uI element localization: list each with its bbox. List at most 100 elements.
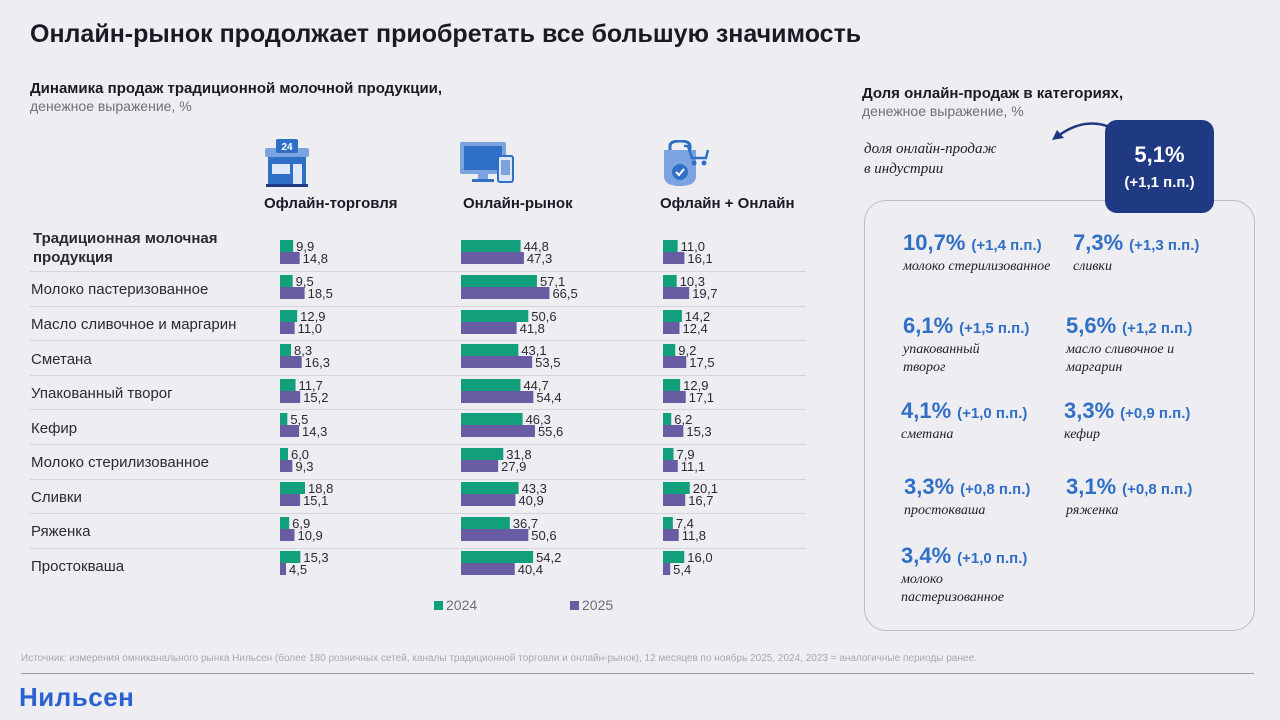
bar-2025	[280, 529, 295, 541]
bar-2024	[663, 344, 676, 356]
right-section-title: Доля онлайн-продаж в категориях,	[862, 85, 1124, 102]
bar-2024	[280, 310, 298, 322]
bar-value-label: 9,9	[296, 239, 314, 254]
row-label-total: Традиционная молочная продукция	[33, 230, 218, 266]
bar-2025	[461, 460, 499, 472]
bar-value-label: 6,0	[291, 447, 309, 462]
share-item: 3,3% (+0,8 п.п.) простокваша	[904, 474, 1074, 520]
bar-value-label: 12,9	[683, 378, 708, 393]
bar-value-label: 5,5	[290, 412, 308, 427]
bar-2024	[280, 448, 288, 460]
share-category: кефир	[1064, 427, 1101, 442]
bar-value-label: 41,8	[520, 321, 545, 336]
bar-2025	[663, 494, 686, 506]
column-header-offline: Офлайн-торговля	[264, 195, 398, 212]
row-separator	[30, 306, 806, 307]
row-separator	[30, 548, 806, 549]
bar-value-label: 40,4	[518, 562, 543, 577]
bar-value-label: 16,0	[687, 550, 712, 565]
bar-value-label: 8,3	[294, 343, 312, 358]
bar-value-label: 36,7	[513, 516, 538, 531]
shopping-bag-cart-icon	[660, 139, 710, 193]
share-change: (+1,2 п.п.)	[1122, 320, 1193, 337]
bar-value-label: 6,9	[292, 516, 310, 531]
bar-value-label: 9,3	[295, 459, 313, 474]
share-category: простокваша	[904, 503, 986, 518]
share-item: 5,6% (+1,2 п.п.) масло сливочное и маргар…	[1066, 313, 1206, 377]
bar-2025	[280, 252, 300, 264]
bar-value-label: 43,1	[521, 343, 546, 358]
row-label: Простокваша	[31, 558, 125, 575]
share-item: 6,1% (+1,5 п.п.) упакованный творог	[903, 313, 1029, 377]
bar-value-label: 27,9	[501, 459, 526, 474]
legend-item-2024: 2024	[434, 597, 477, 613]
bar-2024	[461, 275, 537, 287]
row-separator	[30, 409, 806, 410]
bar-2025	[280, 356, 302, 368]
share-item: 3,1% (+0,8 п.п.) ряженка	[1066, 474, 1236, 520]
bar-2024	[280, 482, 306, 494]
bar-2024	[280, 413, 288, 425]
bar-value-label: 15,1	[303, 493, 328, 508]
bar-value-label: 14,8	[303, 251, 328, 266]
bar-2024	[280, 275, 293, 287]
right-section-header: Доля онлайн-продаж в категориях, денежно…	[862, 85, 1123, 119]
nielsen-logo: Нильсен	[19, 682, 135, 712]
bar-2024	[280, 379, 296, 391]
industry-share-change: (+1,1 п.п.)	[1124, 174, 1195, 191]
industry-share-value: 5,1%	[1134, 142, 1185, 167]
bar-2024	[663, 240, 678, 252]
row-separator	[30, 513, 806, 514]
share-value: 3,4%	[901, 543, 952, 568]
share-value: 4,1%	[901, 398, 952, 423]
bar-value-label: 11,0	[298, 321, 322, 336]
bar-2025	[663, 391, 686, 403]
row-label: Кефир	[31, 420, 78, 437]
bar-value-label: 44,7	[523, 378, 548, 393]
bar-2024	[663, 413, 672, 425]
bar-2025	[663, 322, 680, 334]
share-item: 3,3% (+0,9 п.п.) кефир	[1064, 398, 1234, 444]
bar-value-label: 14,3	[302, 424, 327, 439]
bar-2024	[461, 517, 510, 529]
bar-value-label: 17,5	[689, 355, 714, 370]
bar-2025	[461, 287, 550, 299]
bar-value-label: 16,7	[688, 493, 713, 508]
category-shares-card	[864, 200, 1255, 631]
bar-value-label: 50,6	[531, 309, 556, 324]
share-value: 10,7%	[903, 230, 966, 255]
industry-note: доля онлайн-продаж в индустрии	[864, 139, 996, 179]
bar-value-label: 40,9	[518, 493, 543, 508]
bar-value-label: 5,4	[673, 562, 691, 577]
row-label: Ряженка	[31, 523, 91, 540]
bar-value-label: 12,9	[300, 309, 325, 324]
row-label: Сливки	[31, 489, 82, 506]
bar-value-label: 46,3	[526, 412, 551, 427]
bar-chart: 9,9 9,5 12,9 8,3 11,7 5,5 6,0 18,8 6,9 15,3 14,8 18…	[280, 239, 718, 577]
share-change: (+1,3 п.п.)	[1129, 237, 1200, 254]
bar-value-label: 4,5	[289, 562, 307, 577]
row-label: Молоко пастеризованное	[31, 281, 209, 298]
bar-2025	[280, 425, 300, 437]
bar-2024	[280, 344, 292, 356]
bar-value-label: 57,1	[540, 274, 565, 289]
bar-2024	[461, 482, 519, 494]
bar-2024	[461, 379, 521, 391]
share-change: (+0,8 п.п.)	[960, 481, 1031, 498]
bar-2024	[663, 310, 682, 322]
left-section-title: Динамика продаж традиционной молочной пр…	[30, 80, 443, 97]
bar-value-label: 16,3	[305, 355, 330, 370]
share-category: молоко пастеризованное	[901, 572, 1004, 605]
bar-2024	[663, 482, 690, 494]
page-title: Онлайн-рынок продолжает приобретать все …	[30, 20, 862, 48]
bar-value-label: 15,3	[303, 550, 328, 565]
bar-2025	[280, 391, 301, 403]
bar-2024	[663, 275, 677, 287]
share-value: 3,1%	[1066, 474, 1117, 499]
bar-value-label: 55,6	[538, 424, 563, 439]
row-label: Упакованный творог	[31, 385, 173, 402]
row-separator	[30, 271, 806, 272]
bar-2025	[663, 460, 678, 472]
share-change: (+0,8 п.п.)	[1122, 481, 1193, 498]
bar-2025	[663, 563, 671, 575]
